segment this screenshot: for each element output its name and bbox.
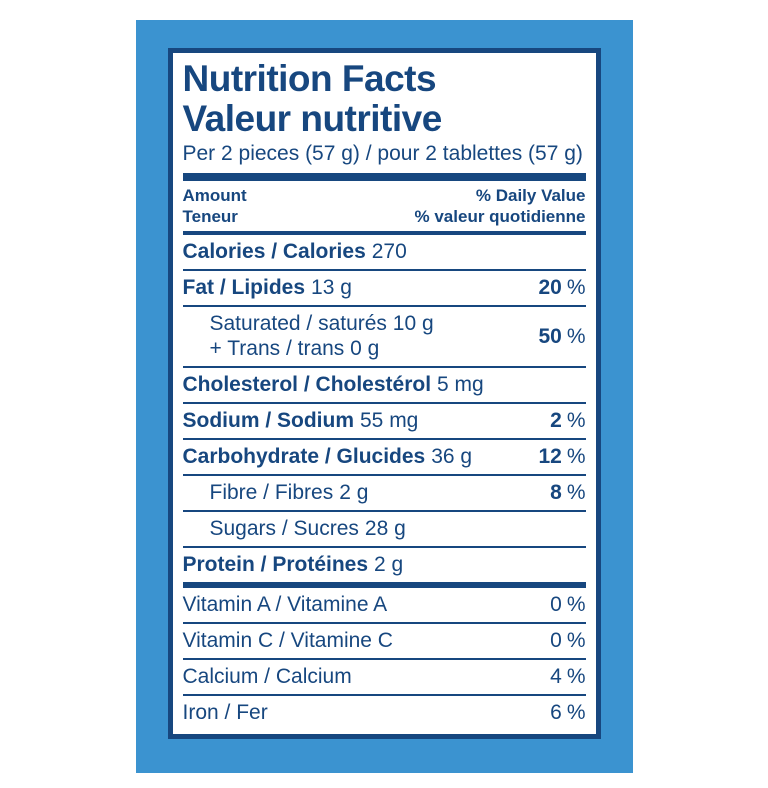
blue-product-card: Nutrition Facts Valeur nutritive Per 2 p… bbox=[135, 20, 633, 773]
vitamin-a-label: Vitamin A / Vitamine A bbox=[182, 593, 388, 616]
iron-label: Iron / Fer bbox=[182, 701, 268, 724]
carbohydrate-label: Carbohydrate / Glucides bbox=[182, 445, 426, 468]
vitamin-a-daily-value: 0% bbox=[550, 593, 586, 616]
calories-label: Calories / Calories bbox=[182, 240, 366, 263]
thick-divider-micronutrients bbox=[182, 582, 586, 588]
row-fibre: Fibre / Fibres 2 g 8% bbox=[182, 476, 586, 512]
daily-value-header: % Daily Value % valeur quotidienne bbox=[415, 185, 586, 227]
daily-value-header-en: % Daily Value bbox=[475, 186, 586, 205]
row-iron: Iron / Fer 6% bbox=[183, 696, 586, 730]
daily-value-header-fr: % valeur quotidienne bbox=[414, 207, 586, 226]
row-sugars: Sugars / Sucres 28 g bbox=[182, 512, 586, 548]
column-header-row: Amount Teneur % Daily Value % valeur quo… bbox=[183, 181, 586, 231]
carbohydrate-daily-value: 12% bbox=[538, 445, 586, 468]
row-vitamin-c: Vitamin C / Vitamine C 0% bbox=[182, 624, 586, 660]
calcium-label: Calcium / Calcium bbox=[182, 665, 352, 688]
cholesterol-value: 5 mg bbox=[437, 373, 484, 396]
trans-label: + Trans / trans 0 g bbox=[209, 337, 380, 360]
fibre-label: Fibre / Fibres bbox=[209, 481, 334, 504]
sodium-value: 55 mg bbox=[360, 409, 419, 432]
medium-divider-header bbox=[182, 231, 586, 235]
sodium-daily-value: 2% bbox=[550, 409, 586, 432]
fibre-daily-value: 8% bbox=[550, 481, 586, 504]
fat-label: Fat / Lipides bbox=[182, 276, 306, 299]
fat-value: 13 g bbox=[311, 276, 352, 299]
vitamin-c-daily-value: 0% bbox=[550, 629, 586, 652]
row-carbohydrate: Carbohydrate / Glucides 36 g 12% bbox=[182, 440, 586, 476]
vitamin-c-label: Vitamin C / Vitamine C bbox=[182, 629, 393, 652]
fibre-value: 2 g bbox=[339, 481, 369, 504]
protein-value: 2 g bbox=[374, 553, 404, 576]
row-fat: Fat / Lipides 13 g 20% bbox=[182, 271, 586, 307]
nutrition-facts-panel: Nutrition Facts Valeur nutritive Per 2 p… bbox=[167, 48, 601, 739]
protein-label: Protein / Protéines bbox=[182, 553, 369, 576]
amount-header-en: Amount bbox=[182, 186, 247, 205]
amount-header-fr: Teneur bbox=[182, 207, 238, 226]
amount-header: Amount Teneur bbox=[183, 185, 247, 227]
calcium-daily-value: 4% bbox=[550, 665, 586, 688]
serving-size: Per 2 pieces (57 g) / pour 2 tablettes (… bbox=[182, 142, 583, 165]
carbohydrate-value: 36 g bbox=[431, 445, 473, 468]
fat-daily-value: 20% bbox=[538, 276, 586, 299]
title-english: Nutrition Facts bbox=[182, 58, 437, 99]
row-calcium: Calcium / Calcium 4% bbox=[182, 660, 586, 696]
calories-value: 270 bbox=[371, 240, 407, 263]
title-french: Valeur nutritive bbox=[182, 98, 443, 139]
iron-daily-value: 6% bbox=[550, 701, 586, 724]
row-protein: Protein / Protéines 2 g bbox=[183, 548, 586, 582]
sodium-label: Sodium / Sodium bbox=[182, 409, 355, 432]
saturated-label: Saturated / saturés 10 g bbox=[209, 312, 434, 335]
row-vitamin-a: Vitamin A / Vitamine A 0% bbox=[182, 588, 586, 624]
row-sodium: Sodium / Sodium 55 mg 2% bbox=[182, 404, 586, 440]
row-saturated-trans: Saturated / saturés 10 g + Trans / trans… bbox=[182, 307, 586, 368]
cholesterol-label: Cholesterol / Cholestérol bbox=[182, 373, 432, 396]
row-cholesterol: Cholesterol / Cholestérol 5 mg bbox=[182, 368, 586, 404]
saturated-daily-value: 50% bbox=[538, 324, 586, 348]
sugars-value: 28 g bbox=[364, 517, 406, 540]
thick-divider-top bbox=[182, 173, 586, 181]
micronutrients-section: Vitamin A / Vitamine A 0% Vitamin C / Vi… bbox=[182, 588, 586, 730]
row-calories: Calories / Calories 270 bbox=[182, 235, 586, 271]
sugars-label: Sugars / Sucres bbox=[209, 517, 359, 540]
